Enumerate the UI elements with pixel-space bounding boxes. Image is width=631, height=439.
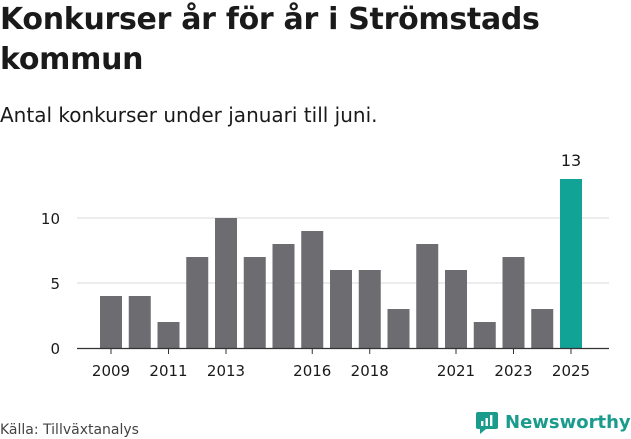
bar	[301, 231, 324, 348]
data-label: 13	[561, 151, 581, 170]
newsworthy-logo-icon	[476, 412, 498, 434]
bar	[330, 270, 352, 348]
brand-name: Newsworthy	[505, 411, 631, 433]
bar	[387, 309, 410, 348]
bar	[243, 257, 266, 348]
bar	[100, 296, 122, 348]
x-tick-label: 2009	[92, 362, 130, 380]
bar	[560, 179, 582, 348]
bar-chart: 0 5 10 13 2009 2011 2013 2016 2018 2021 2023 2025	[41, 151, 609, 380]
bar	[358, 270, 381, 348]
bar	[272, 244, 295, 348]
x-tick-label: 2013	[207, 362, 245, 380]
x-tick-label: 2018	[351, 362, 389, 380]
bar	[531, 309, 554, 348]
chart-subtitle: Antal konkurser under januari till juni.	[0, 103, 378, 127]
source-note: Källa: Tillväxtanalys	[0, 422, 139, 438]
x-tick-label: 2025	[552, 362, 590, 380]
x-tick-label: 2016	[293, 362, 331, 380]
x-tick-label: 2021	[437, 362, 475, 380]
bar	[502, 257, 525, 348]
chart-title: Konkurser år för år i Strömstads kommun	[0, 2, 540, 77]
bar	[416, 244, 439, 348]
bar	[473, 322, 496, 348]
y-tick-label: 0	[50, 340, 60, 358]
bar	[157, 322, 180, 348]
x-tick-label: 2023	[494, 362, 532, 380]
bar	[186, 257, 209, 348]
y-tick-label: 5	[50, 275, 60, 293]
x-tick-label: 2011	[149, 362, 187, 380]
bar	[215, 218, 237, 348]
bar	[128, 296, 151, 348]
brand-logo: Newsworthy	[475, 409, 631, 435]
y-tick-label: 10	[41, 210, 60, 228]
bar	[445, 270, 467, 348]
